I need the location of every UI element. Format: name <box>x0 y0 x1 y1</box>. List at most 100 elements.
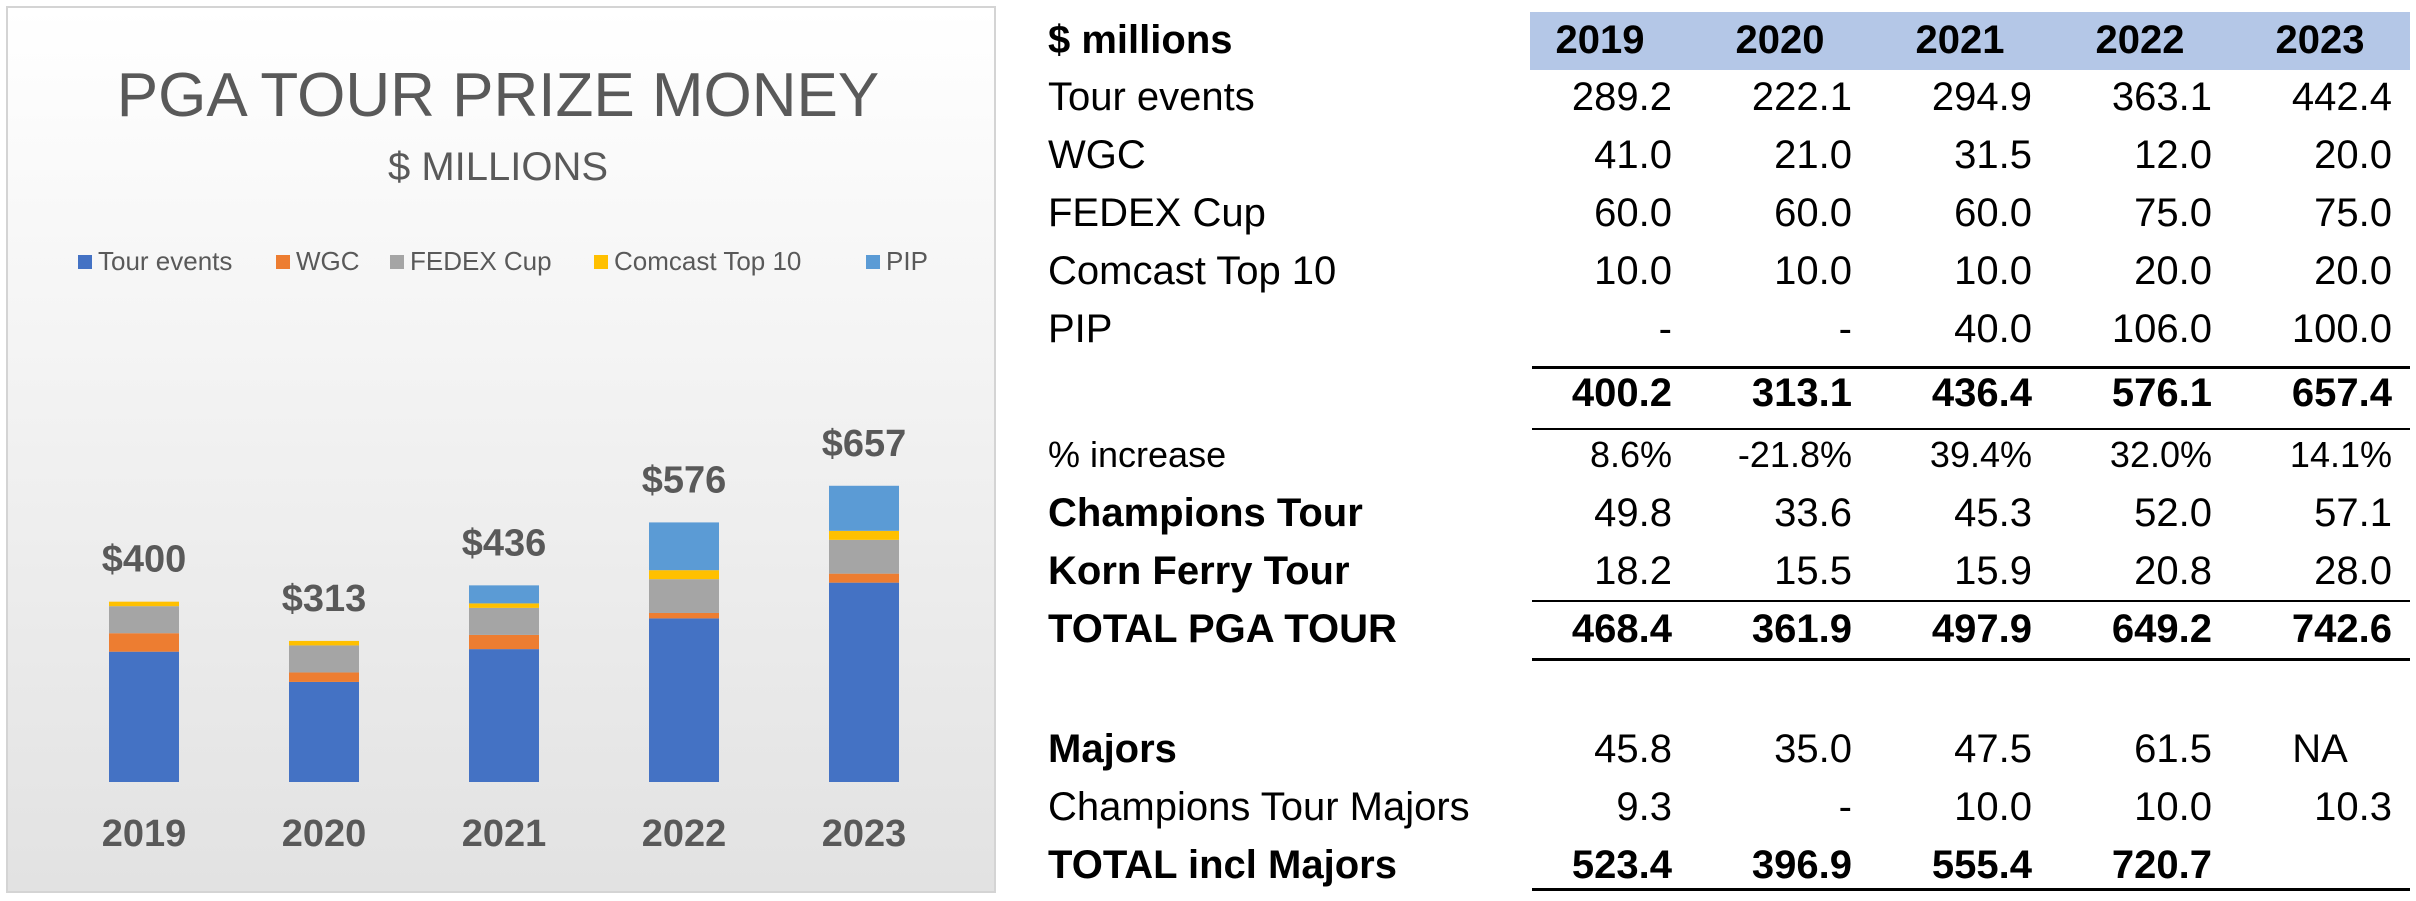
legend-swatch <box>78 255 92 269</box>
cell: 33.6 <box>1774 490 1852 535</box>
stacked-bar-chart: PGA TOUR PRIZE MONEY $ MILLIONS Tour eve… <box>78 61 928 855</box>
chart-x-axis: 2019 2020 2021 2022 2023 <box>102 813 907 855</box>
subtotal-bottom-rule <box>1532 428 2410 430</box>
cell: 100.0 <box>2291 306 2392 351</box>
bar-segment <box>649 522 719 571</box>
cell: -21.8% <box>1737 434 1852 475</box>
cell: 15.5 <box>1774 548 1852 593</box>
year-header: 2019 <box>1555 17 1645 62</box>
year-header: 2020 <box>1735 17 1825 62</box>
cell: 45.8 <box>1594 726 1672 771</box>
cell: 10.0 <box>1594 248 1672 293</box>
cell: 555.4 <box>1931 842 2032 887</box>
table-row: Majors 45.8 35.0 47.5 61.5 NA <box>1040 720 2410 778</box>
bar-segment <box>649 570 719 580</box>
chart-panel: PGA TOUR PRIZE MONEY $ MILLIONS Tour eve… <box>6 6 996 893</box>
year-header: 2021 <box>1915 17 2005 62</box>
bar-segment <box>469 585 539 604</box>
table-row: Champions Tour 49.8 33.6 45.3 52.0 57.1 <box>1040 484 2410 542</box>
bar-segment <box>649 579 719 613</box>
cell: 289.2 <box>1571 74 1672 119</box>
legend-label: PIP <box>886 246 928 276</box>
cell: 20.0 <box>2134 248 2212 293</box>
cell: 361.9 <box>1751 606 1852 651</box>
cell: 12.0 <box>2134 132 2212 177</box>
cell: 32.0% <box>2109 434 2212 475</box>
cell: 18.2 <box>1594 548 1672 593</box>
row-label: Korn Ferry Tour <box>1048 548 1350 593</box>
cell: 576.1 <box>2111 370 2212 415</box>
subtotal-row: 400.2 313.1 436.4 576.1 657.4 <box>1040 364 2410 422</box>
cell: 10.3 <box>2314 784 2392 829</box>
cell: 61.5 <box>2134 726 2212 771</box>
cell: 10.0 <box>1774 248 1852 293</box>
total-incl-bottom-rule <box>1532 888 2410 891</box>
legend-swatch <box>866 255 880 269</box>
row-label: Champions Tour <box>1048 490 1363 535</box>
row-label: TOTAL incl Majors <box>1048 842 1397 887</box>
cell: 31.5 <box>1954 132 2032 177</box>
cell: 60.0 <box>1774 190 1852 235</box>
bar-segment <box>109 651 179 782</box>
bar-total-label: $576 <box>642 459 727 501</box>
legend-swatch <box>390 255 404 269</box>
bar-segment <box>829 539 899 574</box>
cell: 75.0 <box>2314 190 2392 235</box>
cell: 497.9 <box>1931 606 2032 651</box>
bar-segment <box>829 573 899 583</box>
cell: 49.8 <box>1594 490 1672 535</box>
bar-segment <box>649 618 719 782</box>
cell: 294.9 <box>1931 74 2032 119</box>
bar-segment <box>829 485 899 531</box>
bar-segment <box>829 582 899 782</box>
bar-segment <box>289 681 359 782</box>
bar-total-label: $400 <box>102 539 187 581</box>
cell: 523.4 <box>1571 842 1672 887</box>
cell: 15.9 <box>1954 548 2032 593</box>
row-label: Champions Tour Majors <box>1048 784 1470 829</box>
cell: 40.0 <box>1954 306 2032 351</box>
cell: 47.5 <box>1954 726 2032 771</box>
legend-swatch <box>276 255 290 269</box>
bar-segment <box>469 634 539 650</box>
cell: 106.0 <box>2111 306 2212 351</box>
x-tick-label: 2019 <box>102 813 187 855</box>
row-label: % increase <box>1048 434 1227 475</box>
cell: 35.0 <box>1774 726 1852 771</box>
cell: 10.0 <box>1954 784 2032 829</box>
row-label: FEDEX Cup <box>1048 190 1266 235</box>
legend-label: WGC <box>296 246 360 276</box>
cell: 222.1 <box>1751 74 1852 119</box>
cell: 10.0 <box>1954 248 2032 293</box>
bar-segment <box>829 530 899 540</box>
cell: 313.1 <box>1751 370 1852 415</box>
bar-segment <box>469 607 539 635</box>
cell: 75.0 <box>2134 190 2212 235</box>
row-label: Tour events <box>1048 74 1255 119</box>
bar-segment <box>469 603 539 608</box>
cell: 742.6 <box>2291 606 2392 651</box>
table-row: Korn Ferry Tour 18.2 15.5 15.9 20.8 28.0 <box>1040 542 2410 600</box>
total-incl-row: TOTAL incl Majors 523.4 396.9 555.4 720.… <box>1040 836 2410 894</box>
table-row: Tour events 289.2 222.1 294.9 363.1 442.… <box>1040 68 2410 126</box>
bar-segment <box>109 633 179 652</box>
chart-subtitle: $ MILLIONS <box>388 145 608 189</box>
header-highlight <box>1530 12 2410 70</box>
cell: - <box>1658 306 1672 351</box>
cell: 57.1 <box>2314 490 2392 535</box>
chart-bars <box>109 485 899 782</box>
legend-label: Tour events <box>98 246 232 276</box>
cell: 720.7 <box>2111 842 2212 887</box>
cell: 20.0 <box>2314 132 2392 177</box>
total-bottom-rule <box>1532 658 2410 661</box>
x-tick-label: 2020 <box>282 813 367 855</box>
bar-segment <box>469 649 539 782</box>
bar-segment <box>109 606 179 634</box>
cell: 468.4 <box>1571 606 1672 651</box>
row-label: Majors <box>1048 726 1177 771</box>
table-row: PIP - - 40.0 106.0 100.0 <box>1040 300 2410 358</box>
row-label: WGC <box>1048 132 1146 177</box>
subtotal-top-rule <box>1532 366 2410 369</box>
cell: - <box>1838 784 1852 829</box>
cell: 436.4 <box>1931 370 2032 415</box>
